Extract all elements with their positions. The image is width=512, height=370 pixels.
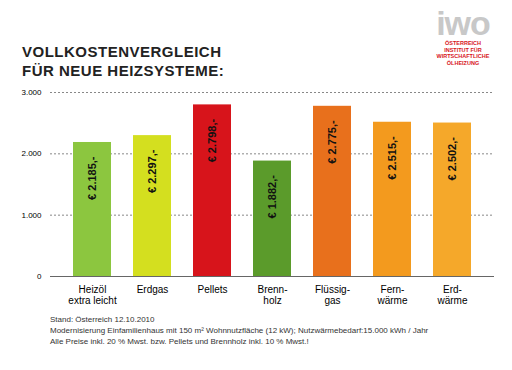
svg-text:Fern-wärme: Fern-wärme xyxy=(376,284,407,306)
svg-text:0: 0 xyxy=(37,272,42,281)
svg-text:€ 2.798,-: € 2.798,- xyxy=(206,119,218,163)
html-text:Stand: Österreich 12.10.2010: Stand: Österreich 12.10.2010 xyxy=(50,315,155,324)
svg-text:Brenn-holz: Brenn-holz xyxy=(257,284,287,306)
html-text:INSTITUT FÜR: INSTITUT FÜR xyxy=(444,46,482,53)
svg-text:3.000: 3.000 xyxy=(21,88,42,97)
svg-text:€ 2.775,-: € 2.775,- xyxy=(326,120,338,164)
svg-text:€ 1.882,-: € 1.882,- xyxy=(266,175,278,219)
svg-text:Heizölextra leicht: Heizölextra leicht xyxy=(68,284,117,306)
html-text:Alle Preise inkl. 20 % Mwst. b: Alle Preise inkl. 20 % Mwst. bzw. Pellet… xyxy=(50,337,309,346)
html-text:WIRTSCHAFTLICHE: WIRTSCHAFTLICHE xyxy=(436,53,490,59)
svg-text:€ 2.502,-: € 2.502,- xyxy=(446,137,458,181)
html-text:FÜR NEUE HEIZSYSTEME:: FÜR NEUE HEIZSYSTEME: xyxy=(22,62,225,79)
svg-text:Erdgas: Erdgas xyxy=(137,284,169,295)
svg-text:Flüssig-gas: Flüssig-gas xyxy=(315,284,350,306)
html-text:iwo: iwo xyxy=(436,4,490,42)
svg-text:2.000: 2.000 xyxy=(21,149,42,158)
svg-text:€ 2.515,-: € 2.515,- xyxy=(386,136,398,180)
svg-text:Pellets: Pellets xyxy=(197,284,227,295)
svg-text:€ 2.297,-: € 2.297,- xyxy=(146,149,158,193)
svg-text:€ 2.185,-: € 2.185,- xyxy=(86,156,98,200)
html-text:ÖSTERREICH: ÖSTERREICH xyxy=(445,40,481,46)
svg-text:Erd-wärme: Erd-wärme xyxy=(436,284,467,306)
html-text:VOLLKOSTENVERGLEICH: VOLLKOSTENVERGLEICH xyxy=(22,43,222,60)
html-text:ÖLHEIZUNG: ÖLHEIZUNG xyxy=(446,59,480,66)
svg-text:1.000: 1.000 xyxy=(21,211,42,220)
html-text:Modernisierung Einfamilienhaus: Modernisierung Einfamilienhaus mit 150 m… xyxy=(50,326,429,335)
